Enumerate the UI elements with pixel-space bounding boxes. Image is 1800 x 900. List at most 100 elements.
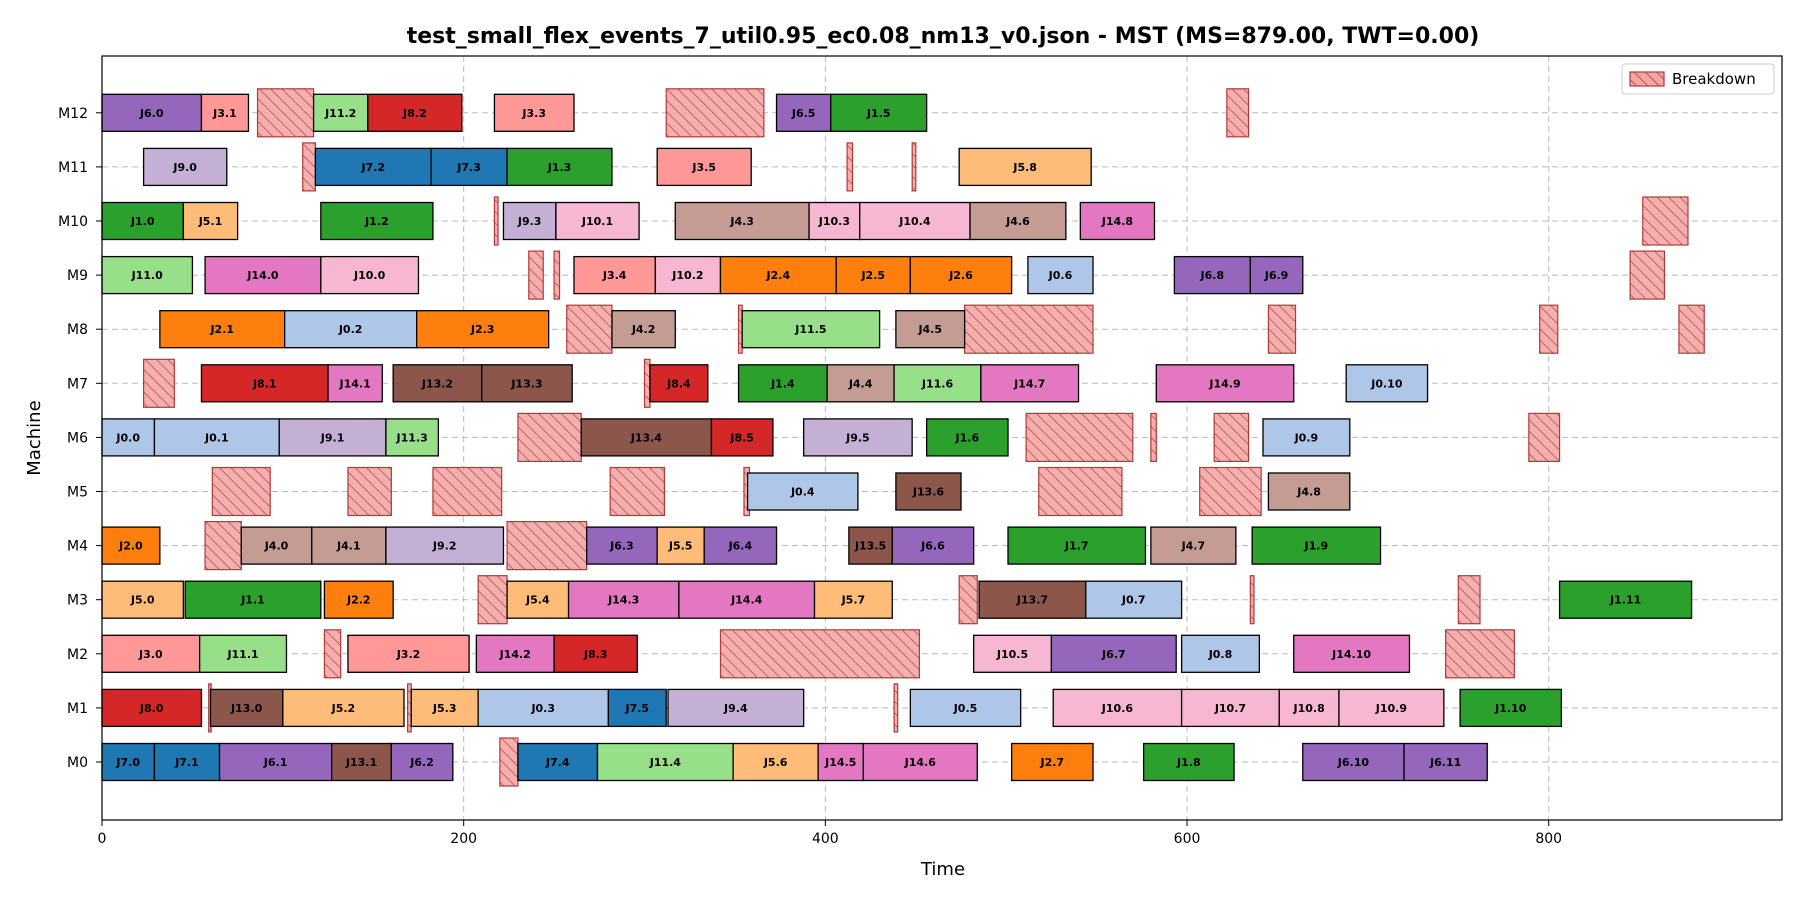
breakdown-bar <box>493 196 499 246</box>
breakdown-bar <box>846 142 854 192</box>
task-bar <box>200 364 329 403</box>
y-tick-label: M5 <box>67 485 88 501</box>
breakdown-bar <box>553 250 561 300</box>
task-bar <box>410 688 479 728</box>
task-label: J13.3 <box>510 377 542 390</box>
task-bar <box>553 634 638 673</box>
task-label: J4.4 <box>848 377 873 390</box>
task-label: J10.6 <box>1101 702 1134 715</box>
task-label: J2.6 <box>948 269 973 282</box>
task-bar <box>385 526 505 565</box>
breakdown-bar <box>1199 466 1262 517</box>
task-label: J10.4 <box>898 215 931 228</box>
breakdown-bar <box>204 520 242 571</box>
task-label: J0.4 <box>790 486 815 499</box>
task-bar <box>925 418 1009 457</box>
task-label: J5.3 <box>432 702 457 715</box>
task-label: J1.3 <box>547 161 572 174</box>
task-bar <box>972 634 1053 673</box>
task-label: J6.6 <box>920 540 945 553</box>
task-bar <box>555 201 640 241</box>
task-bar <box>909 688 1022 728</box>
task-label: J2.5 <box>860 269 885 282</box>
task-bar <box>1173 255 1251 295</box>
task-label: J7.4 <box>545 756 570 769</box>
task-label: J14.10 <box>1331 648 1371 661</box>
chart-title: test_small_flex_events_7_util0.95_ec0.08… <box>407 24 1480 49</box>
task-bar <box>1155 364 1295 403</box>
task-label: J0.2 <box>338 323 363 336</box>
task-bar <box>493 93 575 132</box>
task-label: J11.5 <box>794 323 826 336</box>
task-bar <box>862 742 978 782</box>
task-label: J0.9 <box>1294 431 1319 444</box>
breakdown-bar <box>1249 575 1255 625</box>
task-label: J2.0 <box>118 540 143 553</box>
task-bar <box>775 93 832 132</box>
task-bar <box>1302 742 1405 782</box>
task-bar <box>1150 526 1237 565</box>
y-tick-label: M12 <box>58 106 88 122</box>
breakdown-bar <box>1629 250 1666 300</box>
task-label: J13.6 <box>912 486 945 499</box>
task-bar <box>746 472 859 511</box>
breakdown-bar <box>958 575 978 625</box>
task-bar <box>848 526 893 565</box>
breakdown-bar <box>1678 304 1705 354</box>
task-label: J6.10 <box>1337 756 1370 769</box>
task-label: J0.5 <box>953 702 978 715</box>
task-label: J6.9 <box>1264 269 1289 282</box>
task-label: J1.0 <box>130 215 155 228</box>
task-bar <box>390 742 454 782</box>
task-label: J5.4 <box>525 594 550 607</box>
breakdown-bar <box>719 629 920 679</box>
breakdown-bar <box>609 466 666 517</box>
task-bar <box>1052 688 1183 728</box>
task-label: J14.8 <box>1101 215 1133 228</box>
task-bar <box>101 634 201 673</box>
task-label: J0.6 <box>1048 269 1073 282</box>
y-tick-label: M6 <box>67 430 88 446</box>
task-bar <box>678 580 816 619</box>
task-label: J3.1 <box>212 107 237 120</box>
task-bar <box>1050 634 1177 673</box>
breakdown-bar <box>1642 196 1689 246</box>
breakdown-bar <box>302 142 316 192</box>
y-tick-label: M11 <box>58 160 88 176</box>
task-bar <box>1267 472 1351 511</box>
task-label: J14.0 <box>246 269 279 282</box>
task-label: J3.3 <box>521 107 546 120</box>
task-label: J1.6 <box>955 431 980 444</box>
y-tick-label: M3 <box>67 593 88 609</box>
task-bar <box>611 310 676 349</box>
task-bar <box>895 472 962 511</box>
task-bar <box>1085 580 1183 619</box>
task-label: J4.7 <box>1181 540 1206 553</box>
task-bar <box>477 688 610 728</box>
task-label: J11.1 <box>226 648 258 661</box>
breakdown-bar <box>323 629 342 679</box>
breakdown-bar <box>893 683 899 733</box>
x-axis-label: Time <box>920 859 965 880</box>
task-bar <box>969 201 1067 241</box>
task-label: J0.7 <box>1121 594 1146 607</box>
task-bar <box>891 526 975 565</box>
y-tick-label: M9 <box>67 268 88 284</box>
task-label: J5.7 <box>841 594 866 607</box>
task-bar <box>573 255 657 295</box>
task-bar <box>580 418 713 457</box>
task-label: J5.8 <box>1012 161 1037 174</box>
breakdown-bar <box>643 358 651 408</box>
task-layer: J7.0 J7.1 J6.1 J13.1 J6.2 J7.4 J11.4 J5.6 J14.5 J… <box>101 93 1693 782</box>
task-label: J2.4 <box>766 269 791 282</box>
task-label: J2.7 <box>1040 756 1065 769</box>
breakdown-layer <box>142 88 1705 787</box>
task-label: J10.8 <box>1292 702 1324 715</box>
task-label: J6.1 <box>263 756 288 769</box>
task-label: J10.2 <box>671 269 703 282</box>
breakdown-bar <box>1539 304 1559 354</box>
task-bar <box>732 742 819 782</box>
task-label: J7.2 <box>360 161 385 174</box>
task-label: J13.5 <box>854 540 886 553</box>
